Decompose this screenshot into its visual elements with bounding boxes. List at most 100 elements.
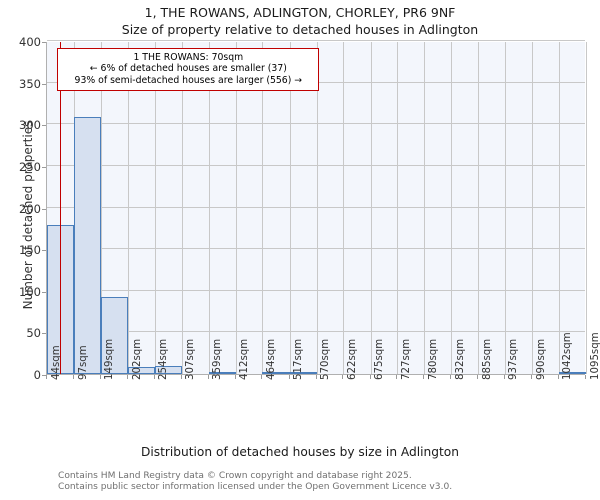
x-axis-tick-mark — [557, 375, 559, 379]
gridline-horizontal — [47, 331, 585, 333]
x-axis-tick-label: 780sqm — [427, 338, 439, 380]
y-axis-tick-label: 350 — [19, 76, 41, 91]
y-axis-tick-label: 150 — [19, 243, 41, 258]
footer-line-2: Contains public sector information licen… — [58, 481, 453, 492]
histogram-bar — [74, 116, 101, 374]
y-axis-tick-mark — [42, 42, 46, 43]
gridline-vertical — [558, 42, 560, 374]
y-axis-tick-label: 300 — [19, 118, 41, 133]
y-axis-tick-label: 400 — [19, 35, 41, 49]
histogram-bar — [289, 372, 317, 374]
x-axis-tick-mark — [531, 375, 533, 379]
gridline-vertical — [343, 42, 345, 374]
x-axis-tick-label: 937sqm — [508, 338, 520, 380]
y-axis-tick-mark — [42, 333, 46, 335]
x-axis-tick-mark — [207, 375, 209, 379]
y-axis-tick-label: 200 — [19, 201, 41, 216]
gridline-vertical — [532, 42, 534, 374]
histogram-bar — [558, 372, 586, 374]
y-axis-tick-label: 250 — [19, 159, 41, 174]
x-axis-tick-mark — [369, 375, 371, 379]
histogram-bar — [100, 296, 129, 374]
chart-title-block: 1, THE ROWANS, ADLINGTON, CHORLEY, PR6 9… — [0, 4, 600, 38]
gridline-horizontal — [47, 164, 585, 166]
x-axis-tick-label: 97sqm — [77, 345, 89, 380]
x-axis-tick-mark — [46, 375, 47, 379]
gridline-horizontal — [47, 248, 585, 250]
gridline-horizontal — [47, 40, 585, 41]
footer-line-1: Contains HM Land Registry data © Crown c… — [58, 471, 412, 481]
gridline-vertical — [586, 42, 587, 374]
y-axis-tick-mark — [42, 83, 46, 85]
x-axis-tick-label: 254sqm — [158, 338, 170, 380]
x-axis-tick-mark — [73, 375, 75, 379]
x-axis-tick-mark — [234, 375, 236, 379]
gridline-vertical — [451, 42, 453, 374]
x-axis-tick-mark — [261, 375, 263, 379]
x-axis-tick-label: 1095sqm — [589, 332, 600, 380]
y-axis-tick-mark — [42, 166, 46, 168]
gridline-vertical — [181, 42, 183, 374]
annotation-line-2: ← 6% of detached houses are smaller (37) — [89, 63, 287, 75]
histogram-bar — [262, 372, 290, 374]
x-axis-tick-mark — [342, 375, 344, 379]
gridline-vertical — [289, 42, 291, 374]
x-axis-tick-mark — [450, 375, 452, 379]
x-axis-tick-mark — [99, 375, 101, 379]
x-axis-tick-label: 464sqm — [265, 338, 277, 380]
x-axis-tick-mark — [396, 375, 398, 379]
x-axis-tick-label: 832sqm — [454, 338, 466, 380]
histogram-bar — [154, 365, 182, 374]
gridline-vertical — [235, 42, 237, 374]
y-axis-tick-mark — [42, 291, 46, 293]
x-axis-tick-label: 675sqm — [374, 338, 386, 380]
x-axis-tick-mark — [423, 375, 425, 379]
x-axis-tick-label: 990sqm — [535, 338, 547, 380]
gridline-vertical — [208, 42, 210, 374]
gridline-vertical — [128, 42, 130, 374]
histogram-bar — [208, 372, 236, 374]
histogram-bars — [47, 42, 586, 374]
x-axis-tick-label: 1042sqm — [562, 332, 574, 380]
y-axis-tick-mark — [42, 125, 46, 127]
x-axis-tick-label: 570sqm — [320, 338, 332, 380]
footer-attribution: Contains HM Land Registry data © Crown c… — [58, 471, 598, 492]
x-axis-tick-mark — [585, 375, 586, 379]
x-axis-tick-label: 622sqm — [346, 338, 358, 380]
x-axis-tick-label: 359sqm — [212, 338, 224, 380]
x-axis-tick-mark — [288, 375, 290, 379]
x-axis-tick-mark — [315, 375, 317, 379]
gridline-vertical — [262, 42, 264, 374]
x-axis-tick-mark — [503, 375, 505, 379]
page-title: 1, THE ROWANS, ADLINGTON, CHORLEY, PR6 9… — [144, 5, 456, 20]
x-axis-tick-label: 885sqm — [481, 338, 493, 380]
y-axis-tick-label: 100 — [19, 284, 41, 299]
x-axis-tick-mark — [153, 375, 155, 379]
y-axis-label: Number of detached properties — [21, 120, 35, 310]
annotation-box: 1 THE ROWANS: 70sqm ← 6% of detached hou… — [57, 48, 320, 92]
gridline-vertical — [424, 42, 426, 374]
annotation-line-1: 1 THE ROWANS: 70sqm — [133, 52, 244, 63]
property-marker-line — [59, 42, 62, 374]
gridline-vertical — [316, 42, 318, 374]
gridline-horizontal — [47, 123, 585, 125]
x-axis-tick-label: 412sqm — [239, 338, 251, 380]
x-axis-label: Distribution of detached houses by size … — [141, 445, 459, 459]
gridline-vertical — [478, 42, 480, 374]
gridline-vertical — [154, 42, 156, 374]
gridline-vertical — [370, 42, 372, 374]
x-axis-tick-label: 517sqm — [293, 338, 305, 380]
gridline-vertical — [504, 42, 506, 374]
histogram-bar — [128, 367, 155, 374]
y-axis-tick-label: 0 — [33, 368, 41, 382]
y-axis-tick-mark — [42, 250, 46, 252]
plot-area — [46, 40, 587, 375]
gridline-vertical — [100, 42, 102, 374]
y-axis-tick-label: 50 — [26, 326, 41, 341]
x-axis-tick-label: 149sqm — [104, 338, 116, 380]
annotation-line-3: 93% of semi-detached houses are larger (… — [74, 74, 303, 86]
y-axis-tick-mark — [42, 208, 46, 210]
x-axis-tick-label: 307sqm — [185, 338, 197, 380]
y-axis-tick-mark — [42, 375, 46, 376]
gridline-horizontal — [47, 206, 585, 208]
